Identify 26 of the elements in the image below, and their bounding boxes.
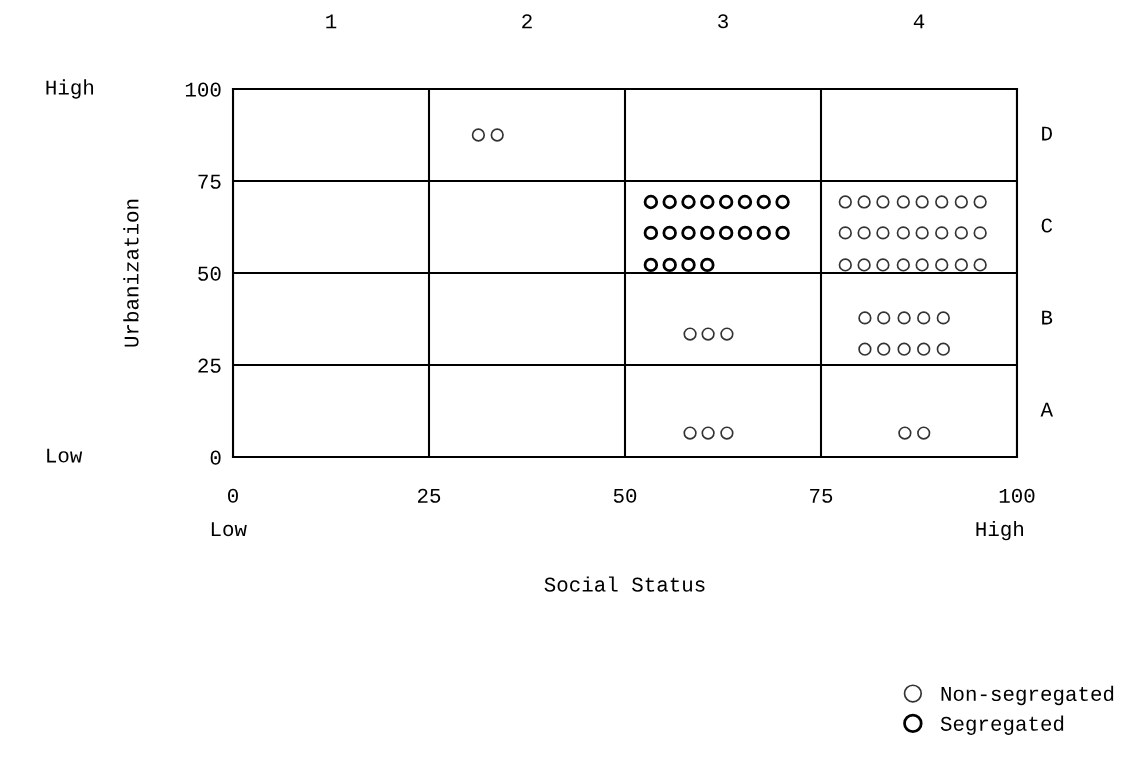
legend-label: Segregated (940, 715, 1064, 735)
text: 3 (718, 14, 728, 29)
text: Low (47, 448, 83, 463)
x-axis-title: Social Status (544, 576, 705, 592)
x-tick-label: 75 (810, 488, 833, 503)
y-tick-label: 100 (185, 82, 221, 97)
text: B (1042, 310, 1053, 325)
y-tick-label: 0 (210, 450, 221, 465)
text: Low (211, 522, 247, 537)
text: 1 (326, 14, 337, 29)
y-tick-label: 50 (198, 266, 221, 281)
text: C (1041, 218, 1053, 233)
text: D (1042, 126, 1052, 141)
legend-label: Non-segregated (941, 685, 1114, 706)
x-tick-label: 50 (613, 488, 637, 503)
text: High (46, 79, 94, 99)
text: A (1040, 402, 1054, 417)
text: 2 (522, 14, 532, 29)
text: 4 (913, 14, 925, 29)
y-tick-label: 75 (198, 174, 221, 189)
text: High (976, 520, 1023, 541)
y-tick-label: 25 (198, 358, 221, 373)
x-tick-label: 25 (417, 488, 441, 503)
x-tick-label: 0 (228, 488, 238, 503)
x-tick-label: 100 (999, 488, 1035, 503)
y-axis-title: Urbanization (123, 199, 139, 347)
